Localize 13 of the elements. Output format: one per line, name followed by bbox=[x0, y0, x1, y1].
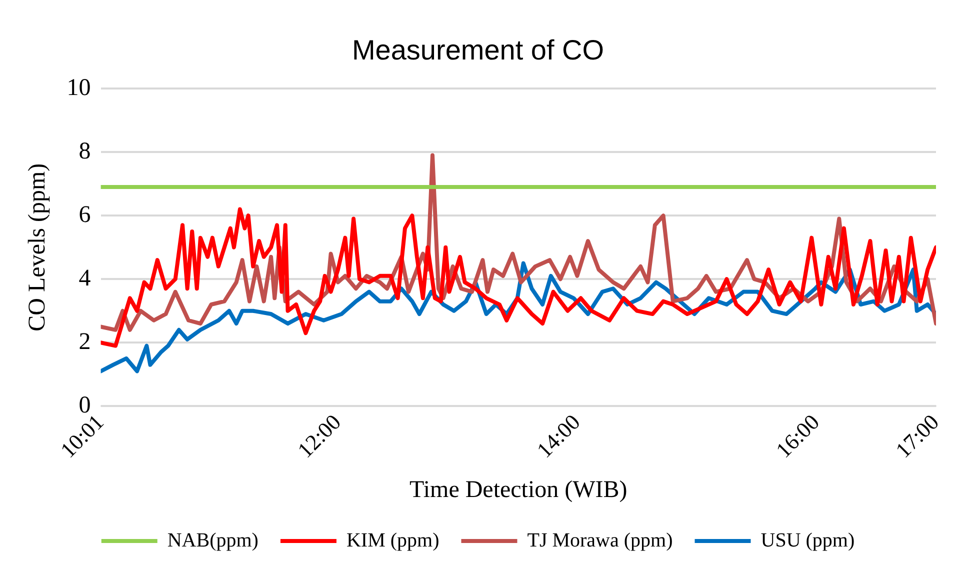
y-tick-label: 10 bbox=[66, 74, 91, 101]
legend-label: NAB(ppm) bbox=[167, 529, 258, 552]
legend-label: TJ Morawa (ppm) bbox=[527, 529, 673, 552]
chart-title: Measurement of CO bbox=[352, 34, 604, 66]
y-tick-label: 8 bbox=[78, 138, 91, 164]
legend-label: KIM (ppm) bbox=[346, 529, 440, 552]
y-tick-label: 2 bbox=[78, 328, 91, 355]
legend-label: USU (ppm) bbox=[760, 529, 855, 552]
x-axis-title: Time Detection (WIB) bbox=[410, 476, 628, 503]
y-tick-label: 0 bbox=[78, 392, 91, 418]
y-axis-title: CO Levels (ppm) bbox=[24, 163, 51, 332]
y-tick-label: 6 bbox=[78, 202, 91, 228]
y-tick-label: 4 bbox=[78, 265, 91, 292]
